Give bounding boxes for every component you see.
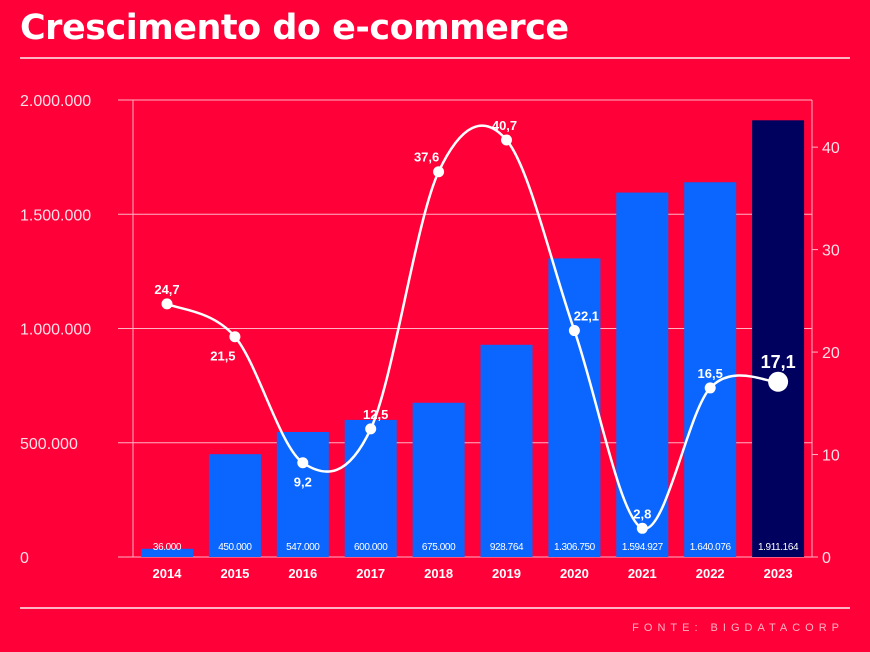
source-note: FONTE: BIGDATACORP xyxy=(632,622,844,634)
bar xyxy=(276,432,329,557)
x-tick-label: 2020 xyxy=(560,566,589,581)
line-value-label: 22,1 xyxy=(574,309,599,324)
bar xyxy=(480,344,533,557)
x-tick-label: 2014 xyxy=(153,566,183,581)
x-tick-label: 2018 xyxy=(424,566,453,581)
bar-value-label: 36.000 xyxy=(153,542,182,553)
x-tick-label: 2016 xyxy=(288,566,317,581)
line-point xyxy=(297,457,309,469)
bar-value-label: 1.306.750 xyxy=(554,542,596,553)
right-tick-label: 20 xyxy=(822,345,840,362)
line-value-label: 12,5 xyxy=(363,407,388,422)
line-point xyxy=(501,134,512,146)
left-tick-label: 1.000.000 xyxy=(20,322,91,339)
bottom-divider xyxy=(20,607,850,609)
bar-value-label: 928.764 xyxy=(490,542,524,553)
x-tick-label: 2015 xyxy=(220,566,249,581)
growth-line xyxy=(166,124,779,530)
x-tick-label: 2023 xyxy=(764,566,793,581)
top-divider xyxy=(20,57,850,59)
bar-value-label: 1.594.927 xyxy=(622,542,664,553)
right-tick-label: 0 xyxy=(822,550,831,567)
line-point xyxy=(365,423,377,435)
line-value-label: 24,7 xyxy=(154,282,179,297)
line-value-label: 21,5 xyxy=(210,349,235,364)
left-tick-label: 1.500.000 xyxy=(20,207,91,224)
bar-value-label: 675.000 xyxy=(422,542,456,553)
line-point xyxy=(704,382,716,394)
bar xyxy=(412,402,465,557)
bar xyxy=(141,548,193,557)
line-value-label: 9,2 xyxy=(294,475,312,490)
line-point xyxy=(636,522,648,534)
bar xyxy=(548,258,601,557)
bar xyxy=(208,454,261,557)
bar-value-label: 1.911.164 xyxy=(758,542,799,553)
x-tick-label: 2019 xyxy=(492,566,521,581)
right-tick-label: 10 xyxy=(822,448,840,465)
bar-value-label: 600.000 xyxy=(354,542,388,553)
line-value-label: 40,7 xyxy=(492,118,517,133)
right-tick-label: 30 xyxy=(822,243,840,260)
line-value-label: 16,5 xyxy=(698,366,723,381)
left-tick-label: 500.000 xyxy=(20,436,78,453)
line-point xyxy=(768,371,789,392)
x-tick-label: 2022 xyxy=(696,566,725,581)
chart-title: Crescimento do e-commerce xyxy=(20,8,569,48)
left-tick-label: 2.000.000 xyxy=(20,93,91,110)
bar xyxy=(684,182,737,558)
x-tick-label: 2017 xyxy=(356,566,385,581)
x-tick-label: 2021 xyxy=(628,566,657,581)
right-tick-label: 40 xyxy=(822,140,840,157)
bar-value-label: 1.640.076 xyxy=(690,542,732,553)
left-tick-label: 0 xyxy=(20,550,29,567)
bar-value-label: 450.000 xyxy=(218,542,252,553)
bar xyxy=(616,192,669,557)
bar-value-label: 547.000 xyxy=(286,542,320,553)
line-value-label: 37,6 xyxy=(414,150,439,165)
line-point xyxy=(229,331,241,343)
line-value-label: 2,8 xyxy=(633,506,651,521)
bar xyxy=(752,120,805,558)
line-point xyxy=(568,325,580,337)
line-point xyxy=(161,298,173,310)
line-point xyxy=(433,166,445,178)
line-value-label: 17,1 xyxy=(761,352,796,372)
bar xyxy=(344,419,397,557)
